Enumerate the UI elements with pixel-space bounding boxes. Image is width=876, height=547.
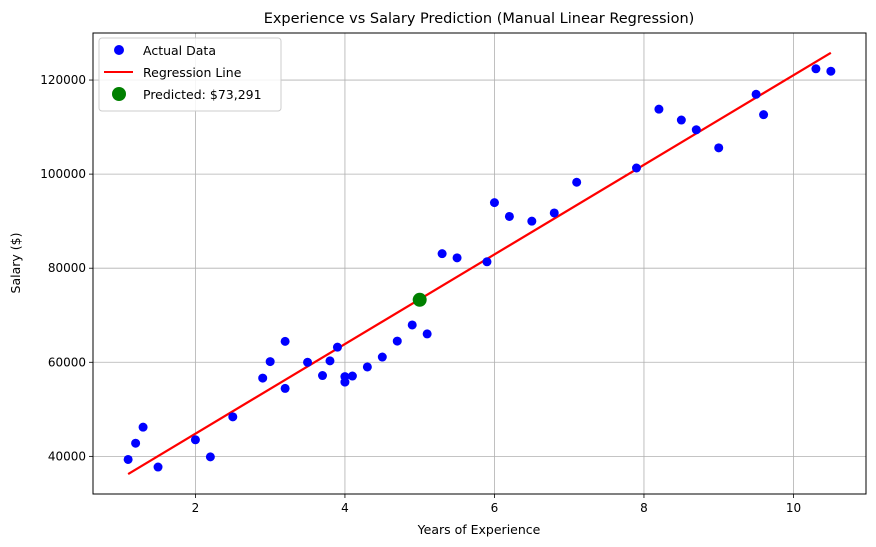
x-tick-label: 2 <box>192 501 200 515</box>
data-point <box>340 372 350 382</box>
legend-label-actual-data: Actual Data <box>143 43 216 58</box>
x-tick-label: 6 <box>491 501 499 515</box>
y-tick-label: 100000 <box>40 167 86 181</box>
data-point <box>654 104 664 114</box>
plot-frame <box>92 32 867 495</box>
data-point <box>392 336 402 346</box>
data-point <box>280 383 290 393</box>
grid <box>93 33 866 494</box>
data-point <box>190 435 200 445</box>
x-tick-label: 8 <box>640 501 648 515</box>
regression-line <box>127 51 832 475</box>
data-point <box>138 422 148 432</box>
data-point <box>549 208 559 218</box>
legend-label-regression-line: Regression Line <box>143 65 242 80</box>
data-point <box>527 216 537 226</box>
data-point <box>826 66 836 76</box>
y-axis-label: Salary ($) <box>8 233 23 294</box>
y-tick-label: 40000 <box>48 449 86 463</box>
data-point <box>347 371 357 381</box>
data-point <box>258 373 268 383</box>
x-axis-ticks: 2 4 6 8 10 <box>192 494 801 515</box>
data-point <box>676 115 686 125</box>
data-point <box>437 249 447 259</box>
y-tick-label: 60000 <box>48 355 86 369</box>
legend-box <box>98 37 282 112</box>
data-point <box>280 336 290 346</box>
data-point <box>318 371 328 381</box>
predicted-point-layer <box>412 292 427 307</box>
data-point <box>691 125 701 135</box>
data-point <box>482 257 492 267</box>
legend: Actual Data Regression Line Predicted: $… <box>98 37 282 112</box>
data-point <box>153 462 163 472</box>
data-point <box>362 362 372 372</box>
x-axis-label: Years of Experience <box>417 522 541 537</box>
data-point <box>572 177 582 187</box>
data-point <box>332 342 342 352</box>
chart-title: Experience vs Salary Prediction (Manual … <box>264 11 695 27</box>
data-point <box>504 211 514 221</box>
x-tick-label: 4 <box>341 501 349 515</box>
data-point <box>422 329 432 339</box>
data-point <box>407 320 417 330</box>
y-tick-label: 120000 <box>40 73 86 87</box>
data-point <box>452 253 462 263</box>
legend-label-predicted: Predicted: $73,291 <box>143 87 262 102</box>
data-point <box>714 143 724 153</box>
data-point <box>489 198 499 208</box>
data-point <box>265 357 275 367</box>
data-point <box>131 438 141 448</box>
legend-marker-predicted <box>112 87 126 101</box>
data-point <box>377 352 387 362</box>
x-tick-label: 10 <box>786 501 801 515</box>
data-point <box>228 412 238 422</box>
predicted-point <box>412 292 427 307</box>
regression-line-layer <box>127 51 832 475</box>
data-point <box>205 452 215 462</box>
data-point <box>303 357 313 367</box>
data-point <box>751 89 761 99</box>
legend-marker-actual-data <box>114 45 124 55</box>
data-point <box>759 110 769 120</box>
data-point <box>325 356 335 366</box>
data-point <box>631 163 641 173</box>
data-point <box>811 64 821 74</box>
scatter-points <box>123 64 836 472</box>
y-tick-label: 80000 <box>48 261 86 275</box>
data-point <box>123 454 133 464</box>
y-axis-ticks: 40000 60000 80000 100000 120000 <box>40 73 93 463</box>
